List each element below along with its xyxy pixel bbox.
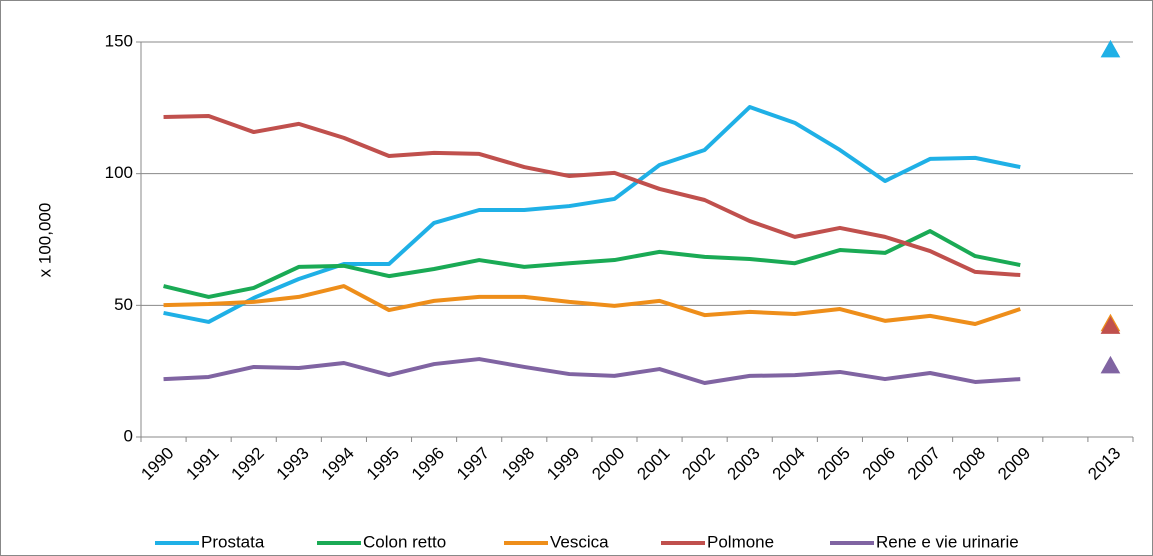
series-line [163, 113, 1021, 278]
legend-label: Colon retto [363, 532, 446, 551]
series-line [163, 105, 1021, 324]
y-tick-label: 150 [105, 31, 133, 50]
y-tick-label: 50 [114, 295, 133, 314]
legend-label: Vescica [550, 532, 609, 551]
y-tick-label: 100 [105, 163, 133, 182]
legend-label: Polmone [707, 532, 774, 551]
legend-label: Rene e vie urinarie [876, 532, 1019, 551]
series-line [163, 357, 1021, 386]
series-marker [1100, 39, 1121, 58]
series-marker [1100, 355, 1121, 374]
legend-label: Prostata [201, 532, 265, 551]
series-line [163, 229, 1021, 299]
series-line [163, 284, 1021, 327]
y-tick-label: 0 [124, 426, 133, 445]
y-axis-label: x 100,000 [35, 203, 54, 278]
series-marker [1100, 316, 1121, 334]
